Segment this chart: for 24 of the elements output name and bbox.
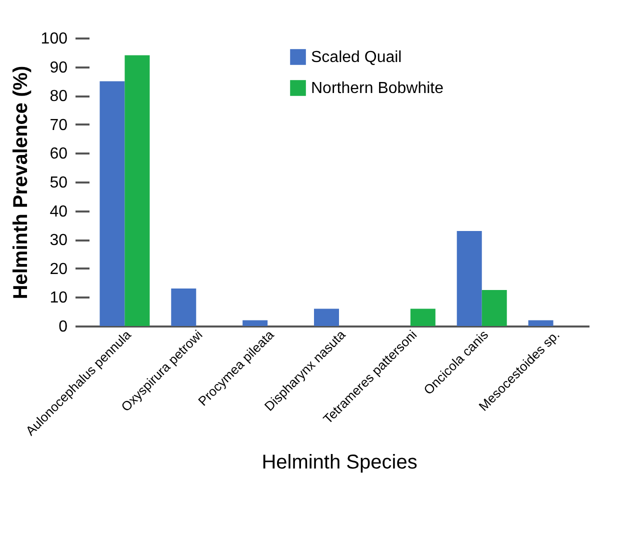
y-tick-label: 10 — [50, 290, 68, 307]
bar — [242, 320, 268, 326]
bar — [482, 290, 507, 326]
y-tick-label: 90 — [50, 59, 68, 76]
bar — [100, 81, 125, 326]
bar — [171, 288, 196, 326]
bar — [528, 320, 554, 326]
legend-label: Northern Bobwhite — [311, 80, 444, 97]
y-tick-label: 30 — [50, 232, 68, 250]
legend-label: Scaled Quail — [311, 49, 402, 66]
y-tick-label: 100 — [40, 30, 68, 48]
y-tick-label: 50 — [50, 174, 68, 192]
bar — [456, 230, 482, 326]
y-axis-title: Helminth Prevalence (%) — [10, 66, 32, 300]
bar — [410, 308, 436, 326]
bar — [124, 55, 150, 326]
y-tick-label: 60 — [50, 146, 68, 163]
y-tick-label: 80 — [50, 88, 68, 106]
y-tick-label: 70 — [50, 116, 68, 134]
bar — [314, 308, 339, 326]
y-tick-label: 0 — [58, 318, 68, 336]
y-tick-label: 20 — [50, 260, 68, 278]
y-tick-label: 40 — [50, 203, 68, 220]
x-axis-title: Helminth Species — [262, 451, 418, 474]
